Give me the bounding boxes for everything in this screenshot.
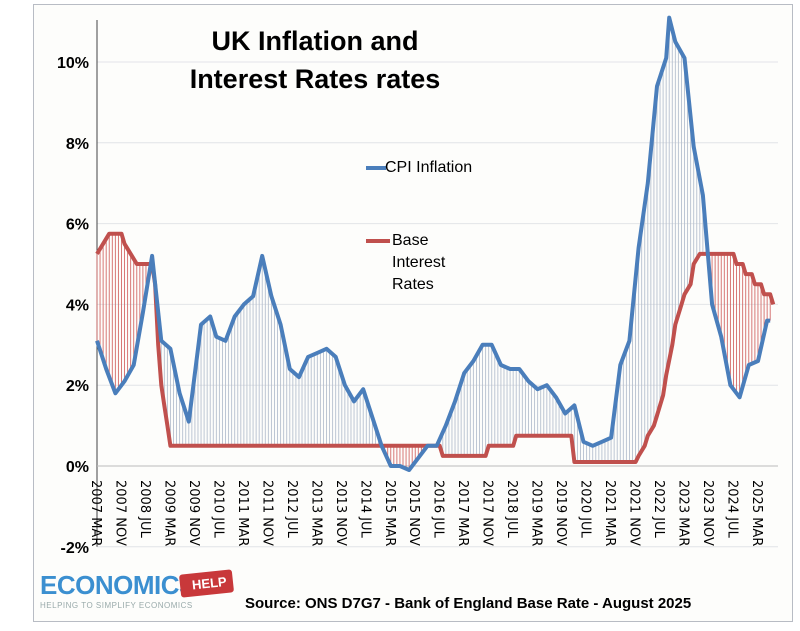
y-tick-label: 4% <box>66 297 89 314</box>
logo-main-text: ECONOMICS <box>40 570 196 600</box>
x-tick-label: 2022 JUL <box>651 480 666 539</box>
x-tick-label: 2019 MAR <box>529 480 544 546</box>
y-tick-label: 0% <box>66 459 89 476</box>
legend-base-line: Rates <box>392 276 434 293</box>
x-tick-label: 2010 JUL <box>210 480 225 539</box>
legend-cpi-label: CPI Inflation <box>385 159 473 176</box>
legend-base-label: Base Interest Rates <box>392 230 445 296</box>
chart-title: UK Inflation and Interest Rates rates <box>150 22 480 98</box>
x-tick-label: 2008 JUL <box>137 480 152 539</box>
x-tick-label: 2014 JUL <box>357 480 372 539</box>
legend-base-line: Interest <box>392 254 446 271</box>
x-tick-label: 2025 MAR <box>749 480 764 546</box>
logo-subtitle: HELPING TO SIMPLIFY ECONOMICS <box>40 601 193 610</box>
legend-base-line: Base <box>392 232 429 249</box>
x-tick-label: 2013 NOV <box>333 480 348 546</box>
x-tick-label: 2023 NOV <box>700 480 715 546</box>
x-tick-label: 2009 MAR <box>161 480 176 546</box>
title-line: Interest Rates rates <box>189 64 441 94</box>
x-tick-label: 2007 NOV <box>112 480 127 546</box>
x-tick-label: 2017 MAR <box>455 480 470 546</box>
x-tick-label: 2015 NOV <box>406 480 421 546</box>
x-tick-label: 2016 JUL <box>431 480 446 539</box>
x-tick-label: 2019 NOV <box>553 480 568 546</box>
x-tick-label: 2012 JUL <box>284 480 299 539</box>
source-note: Source: ONS D7G7 - Bank of England Base … <box>245 595 692 612</box>
economics-help-logo: ECONOMICS HELP HELPING TO SIMPLIFY ECONO… <box>40 569 234 610</box>
x-tick-label: 2011 MAR <box>235 480 250 546</box>
x-tick-label: 2018 JUL <box>504 480 519 539</box>
x-tick-label: 2020 JUL <box>578 480 593 539</box>
x-tick-label: 2009 NOV <box>186 480 201 546</box>
x-tick-label: 2017 NOV <box>480 480 495 546</box>
y-tick-label: 2% <box>66 378 89 395</box>
x-tick-label: 2015 MAR <box>382 480 397 546</box>
y-tick-label: 10% <box>57 55 89 72</box>
x-tick-label: 2021 MAR <box>602 480 617 546</box>
x-tick-label: 2011 NOV <box>259 480 274 546</box>
series-line-cpi-inflation <box>95 15 771 472</box>
x-tick-label: 2013 MAR <box>308 480 323 546</box>
title-line: UK Inflation and <box>211 26 419 56</box>
x-tick-label: 2007 MAR <box>88 480 103 546</box>
x-tick-label: 2024 JUL <box>724 480 739 539</box>
y-tick-label: -2% <box>61 540 89 557</box>
x-tick-label: 2021 NOV <box>627 480 642 546</box>
x-tick-label: 2023 MAR <box>676 480 691 546</box>
y-tick-label: 8% <box>66 136 89 153</box>
y-tick-label: 6% <box>66 217 89 234</box>
